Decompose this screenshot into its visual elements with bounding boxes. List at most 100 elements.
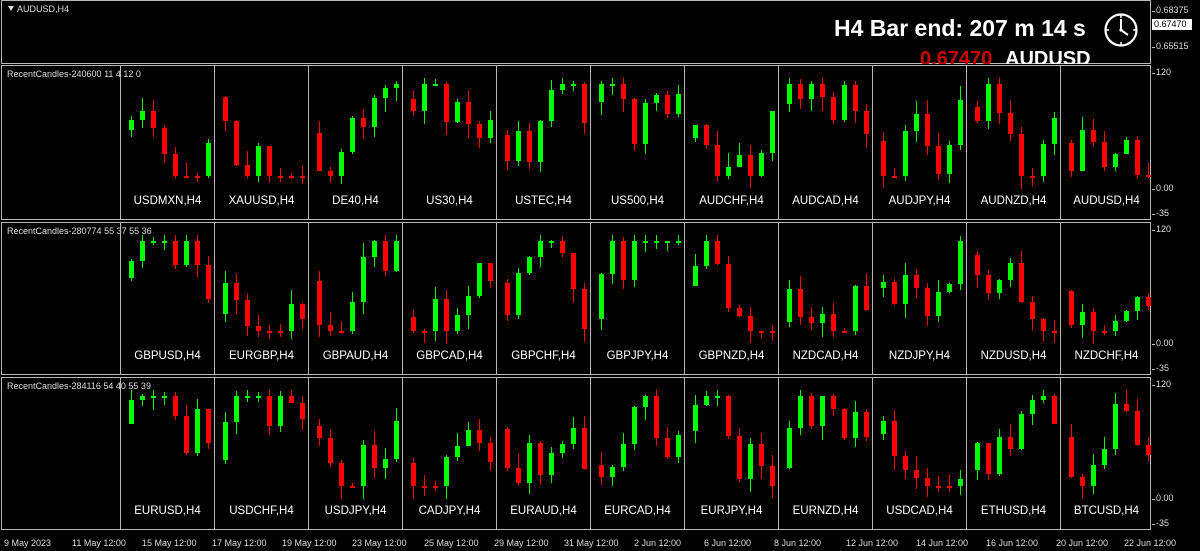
candle-wick: [280, 324, 281, 337]
current-price-marker: 0.67470: [1152, 19, 1192, 30]
candle-body: [140, 241, 145, 261]
candle-body: [643, 396, 648, 408]
candle-wick: [678, 235, 679, 246]
candle-body: [892, 281, 897, 305]
indicator-value-axis: 120 0.00 -35: [1151, 65, 1200, 220]
mini-chart-us30[interactable]: US30,H4: [402, 66, 496, 219]
candle-body: [1102, 449, 1107, 466]
mini-chart-audnzd[interactable]: AUDNZD,H4: [966, 66, 1060, 219]
mini-chart-eurgbp[interactable]: EURGBP,H4: [214, 223, 308, 374]
mini-chart-nzdusd[interactable]: NZDUSD,H4: [966, 223, 1060, 374]
candle-body: [234, 396, 239, 423]
candle-body: [516, 131, 521, 161]
mini-chart-gbpjpy[interactable]: GBPJPY,H4: [590, 223, 684, 374]
mini-chart-nzdcad[interactable]: NZDCAD,H4: [778, 223, 872, 374]
mini-chart-audusd[interactable]: AUDUSD,H4: [1060, 66, 1152, 219]
candle-wick: [1104, 325, 1105, 335]
mini-chart-usdcad[interactable]: USDCAD,H4: [872, 378, 966, 529]
candle-body: [599, 84, 604, 102]
mini-chart-audjpy[interactable]: AUDJPY,H4: [872, 66, 966, 219]
candle-body: [195, 409, 200, 453]
candle-body: [853, 85, 858, 111]
time-tick: 16 Jun 12:00: [986, 538, 1039, 548]
candle-body: [162, 127, 167, 154]
mini-chart-eurnzd[interactable]: EURNZD,H4: [778, 378, 872, 529]
symbol-label: USDCHF,H4: [229, 505, 294, 517]
candle-body: [820, 313, 825, 323]
mini-chart-ethusd[interactable]: ETHUSD,H4: [966, 378, 1060, 529]
mini-chart-eurcad[interactable]: EURCAD,H4: [590, 378, 684, 529]
mini-chart-nzdjpy[interactable]: NZDJPY,H4: [872, 223, 966, 374]
candle-body: [278, 331, 283, 333]
candle-body: [1135, 411, 1140, 446]
mini-chart-euraud[interactable]: EURAUD,H4: [496, 378, 590, 529]
dropdown-triangle-icon[interactable]: [8, 6, 14, 11]
candle-body: [715, 145, 720, 176]
candle-body: [748, 154, 753, 176]
candle-body: [737, 308, 742, 316]
candle-wick: [645, 235, 646, 253]
candle-body: [1019, 263, 1024, 303]
candle-body: [571, 253, 576, 290]
candle-body: [693, 405, 698, 432]
mini-chart-gbpcad[interactable]: GBPCAD,H4: [402, 223, 496, 374]
mini-chart-usdmxn[interactable]: USDMXN,H4: [120, 66, 214, 219]
time-tick: 8 Jun 12:00: [774, 538, 822, 548]
candle-wick: [291, 173, 292, 179]
candle-body: [300, 402, 305, 419]
mini-chart-audcad[interactable]: AUDCAD,H4: [778, 66, 872, 219]
mini-chart-gbpchf[interactable]: GBPCHF,H4: [496, 223, 590, 374]
candle-body: [936, 486, 941, 488]
candle-body: [632, 241, 637, 281]
mini-chart-eurusd[interactable]: EURUSD,H4: [120, 378, 214, 529]
mini-chart-audchf[interactable]: AUDCHF,H4: [684, 66, 778, 219]
mini-chart-ustec[interactable]: USTEC,H4: [496, 66, 590, 219]
time-tick: 17 May 12:00: [212, 538, 267, 548]
mini-chart-gbpnzd[interactable]: GBPNZD,H4: [684, 223, 778, 374]
candle-body: [809, 396, 814, 427]
candle-body: [549, 241, 554, 243]
candle-body: [350, 301, 355, 331]
mini-chart-gbpusd[interactable]: GBPUSD,H4: [120, 223, 214, 374]
mini-chart-us500[interactable]: US500,H4: [590, 66, 684, 219]
indicator-pane[interactable]: RecentCandles-240600 11 4 12 0 USDMXN,H4 X…: [1, 65, 1151, 220]
candle-body: [505, 135, 510, 161]
candle-body: [1146, 175, 1151, 178]
candle-wick: [302, 165, 303, 184]
candle-body: [184, 415, 189, 453]
indicator-pane[interactable]: RecentCandles-284116 54 40 55 39 EURUSD,H…: [1, 377, 1151, 530]
indicator-pane[interactable]: RecentCandles-280774 55 37 55 36 GBPUSD,H…: [1, 222, 1151, 375]
indicator-value-axis: 120 0.00 -35: [1151, 377, 1200, 530]
candle-body: [206, 409, 211, 444]
candle-wick: [573, 80, 574, 92]
candle-body: [1041, 144, 1046, 176]
mini-chart-gbpaud[interactable]: GBPAUD,H4: [308, 223, 402, 374]
candle-wick: [396, 81, 397, 102]
candle-body: [665, 241, 670, 243]
candle-body: [770, 331, 775, 333]
candle-body: [422, 84, 427, 111]
main-chart-pane[interactable]: AUDUSD,H4 H4 Bar end: 207 m 14 s 0.67470…: [1, 0, 1151, 64]
candle-body: [925, 287, 930, 317]
mini-chart-btcusd[interactable]: BTCUSD,H4: [1060, 378, 1152, 529]
candle-body: [267, 146, 272, 176]
mini-chart-cadjpy[interactable]: CADJPY,H4: [402, 378, 496, 529]
candle-body: [820, 84, 825, 98]
axis-tick: -35: [1151, 208, 1170, 218]
mini-chart-eurjpy[interactable]: EURJPY,H4: [684, 378, 778, 529]
candle-wick: [153, 390, 154, 410]
mini-chart-xauusd[interactable]: XAUUSD,H4: [214, 66, 308, 219]
candle-body: [903, 275, 908, 305]
time-tick: 20 Jun 12:00: [1056, 538, 1109, 548]
candle-body: [621, 443, 626, 468]
mini-chart-de40[interactable]: DE40,H4: [308, 66, 402, 219]
mini-chart-usdchf[interactable]: USDCHF,H4: [214, 378, 308, 529]
mini-chart-nzdchf[interactable]: NZDCHF,H4: [1060, 223, 1152, 374]
mini-chart-usdjpy[interactable]: USDJPY,H4: [308, 378, 402, 529]
candle-body: [162, 241, 167, 243]
candle-wick: [435, 78, 436, 85]
main-price-axis: 0.68375 0.65515: [1152, 0, 1200, 64]
candle-wick: [667, 240, 668, 251]
candle-wick: [551, 239, 552, 248]
candle-body: [1091, 311, 1096, 331]
